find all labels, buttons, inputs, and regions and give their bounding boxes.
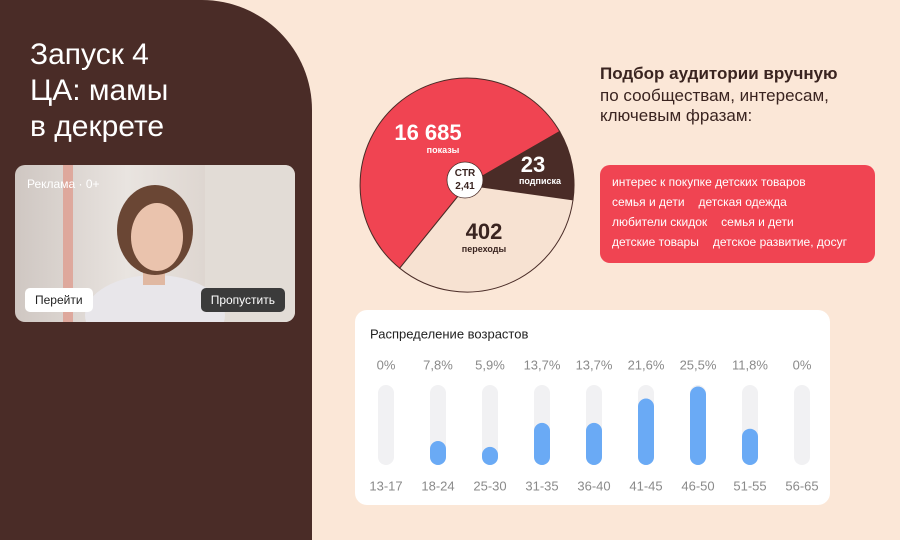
x-tick-label: 56-65 bbox=[785, 478, 818, 493]
bar bbox=[638, 398, 654, 465]
go-button[interactable]: Перейти bbox=[25, 288, 93, 312]
subs-value: 23 bbox=[521, 152, 545, 177]
bar bbox=[482, 446, 498, 465]
pie-slice bbox=[465, 130, 575, 201]
value-label: 21,6% bbox=[628, 357, 665, 372]
tag: интерес к покупке детских товаров bbox=[612, 175, 806, 189]
tag: семья и дети bbox=[612, 195, 685, 209]
clicks-label: переходы bbox=[462, 244, 507, 254]
ad-label-text: Реклама bbox=[27, 177, 76, 191]
bar-track bbox=[794, 385, 810, 465]
value-label: 0% bbox=[793, 357, 812, 372]
title-line: ЦА: мамы bbox=[30, 74, 169, 107]
value-label: 5,9% bbox=[475, 357, 505, 372]
title-line: Запуск 4 bbox=[30, 38, 149, 71]
ctr-circle bbox=[446, 161, 484, 199]
x-tick-label: 51-55 bbox=[733, 478, 766, 493]
bar bbox=[586, 422, 602, 465]
pie-slice bbox=[398, 184, 574, 293]
targeting-subtitle: по сообществам, интересам, bbox=[600, 86, 829, 105]
title-line: в декрете bbox=[30, 110, 165, 143]
bar-track bbox=[378, 385, 394, 465]
age-chart: Распределение возрастов 0% 13-17 7,8% 18-24… bbox=[369, 326, 818, 493]
subs-label: подписка bbox=[519, 176, 562, 186]
targeting-title: Подбор аудитории вручную bbox=[600, 64, 838, 83]
tag: детская одежда bbox=[698, 195, 787, 209]
bar-track bbox=[482, 385, 498, 465]
x-tick-label: 18-24 bbox=[421, 478, 454, 493]
x-tick-label: 41-45 bbox=[629, 478, 662, 493]
bar bbox=[430, 441, 446, 465]
bar bbox=[534, 422, 550, 465]
value-label: 13,7% bbox=[524, 357, 561, 372]
ad-preview: Реклама · 0+ Перейти Пропустить bbox=[15, 165, 295, 322]
value-label: 13,7% bbox=[576, 357, 613, 372]
tag: детские товары bbox=[612, 235, 699, 249]
tag: любители скидок bbox=[612, 215, 708, 229]
tag: детское развитие, досуг bbox=[712, 235, 847, 249]
funnel-pie: CTR 2,41 16 685 показы 23 подписка 402 п… bbox=[359, 77, 575, 293]
x-tick-label: 46-50 bbox=[681, 478, 714, 493]
tag-box: интерес к покупке детских товаров семья и… bbox=[600, 165, 875, 263]
targeting-subtitle: ключевым фразам: bbox=[600, 106, 753, 125]
x-tick-label: 31-35 bbox=[525, 478, 558, 493]
x-tick-label: 13-17 bbox=[369, 478, 402, 493]
value-label: 11,8% bbox=[732, 357, 768, 372]
bar bbox=[690, 386, 706, 465]
age-card: Распределение возрастов 0% 13-17 7,8% 18-24… bbox=[355, 310, 830, 505]
ctr-label: CTR bbox=[455, 168, 476, 179]
x-tick-label: 25-30 bbox=[473, 478, 506, 493]
shows-value: 16 685 bbox=[394, 120, 461, 145]
shows-label: показы bbox=[427, 145, 460, 155]
bar bbox=[742, 428, 758, 465]
tag: семья и дети bbox=[721, 215, 794, 229]
ad-label: Реклама · 0+ bbox=[27, 177, 100, 191]
value-label: 7,8% bbox=[423, 357, 453, 372]
x-tick-label: 36-40 bbox=[577, 478, 610, 493]
chart-title: Распределение возрастов bbox=[370, 326, 528, 341]
value-label: 25,5% bbox=[680, 357, 717, 372]
age-rating: 0+ bbox=[85, 177, 100, 191]
clicks-value: 402 bbox=[466, 219, 503, 244]
skip-button[interactable]: Пропустить bbox=[200, 288, 285, 312]
ctr-value: 2,41 bbox=[455, 181, 475, 192]
value-label: 0% bbox=[377, 357, 396, 372]
